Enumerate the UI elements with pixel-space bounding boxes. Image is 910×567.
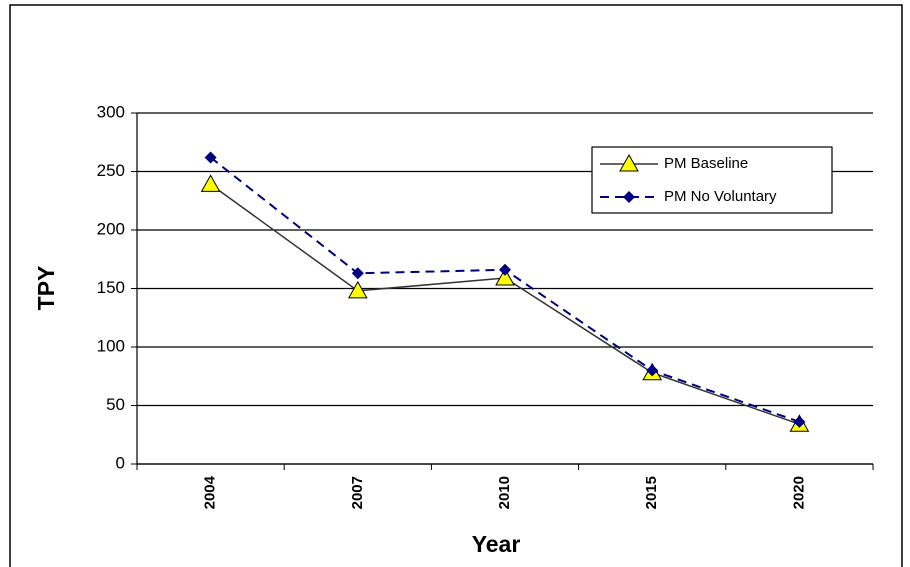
y-axis-title: TPY	[33, 266, 59, 311]
legend-marker	[623, 191, 635, 203]
y-tick-label: 150	[97, 278, 125, 297]
legend-label: PM No Voluntary	[664, 188, 777, 205]
x-tick-label: 2020	[790, 476, 807, 509]
x-tick-label: 2010	[496, 476, 513, 509]
legend-label: PM Baseline	[664, 155, 748, 172]
marker	[495, 267, 515, 286]
marker	[351, 267, 364, 280]
y-tick-label: 0	[116, 453, 125, 472]
y-tick-label: 50	[106, 395, 125, 414]
series-line	[210, 183, 800, 425]
legend-marker	[619, 153, 639, 172]
legend-box	[591, 146, 833, 214]
marker	[204, 151, 217, 164]
y-tick-label: 200	[97, 219, 125, 238]
x-tick-label: 2004	[202, 475, 219, 509]
marker	[793, 415, 806, 428]
marker	[499, 263, 511, 276]
x-tick-label: 2007	[349, 476, 366, 509]
y-tick-label: 300	[97, 102, 125, 121]
x-tick-label: 2015	[643, 476, 660, 509]
marker	[646, 364, 659, 377]
marker	[200, 174, 221, 192]
x-axis-title: Year	[472, 531, 521, 557]
y-tick-label: 250	[97, 161, 125, 180]
chart-border	[9, 4, 903, 567]
y-tick-label: 100	[97, 336, 125, 355]
marker	[347, 280, 368, 299]
